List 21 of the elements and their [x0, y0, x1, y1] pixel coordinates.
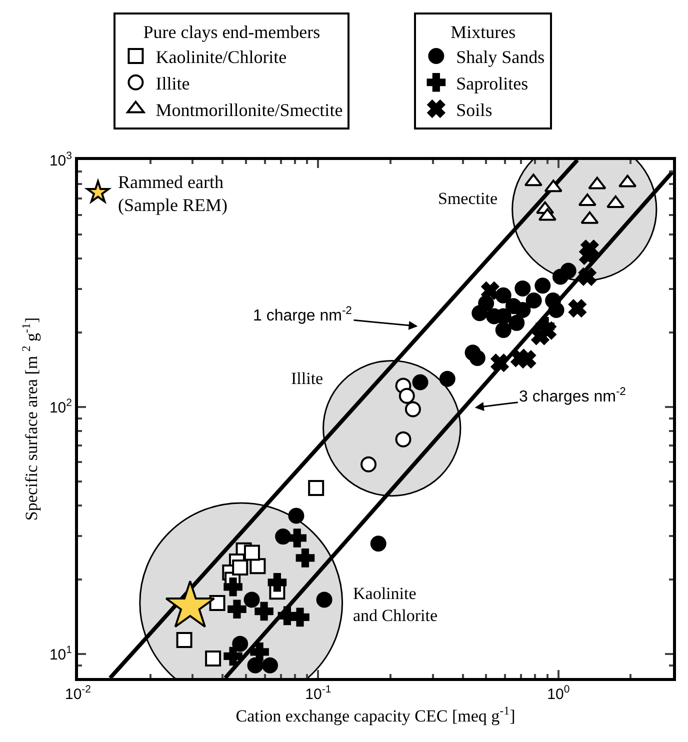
annotation: Illite [291, 369, 324, 388]
annotation: Kaolinite and Chlorite [353, 584, 438, 626]
text: Pure clays end-members [143, 22, 320, 42]
y-tick-label: 10$^{3}$ [49, 150, 72, 170]
legend-label: Kaolinite/Chlorite [156, 46, 287, 67]
legend-label: Rammed earth (Sample REM) [118, 172, 228, 216]
x-axis-title: Cation exchange capacity CEC [meq g$^{-1}$] [236, 703, 516, 726]
annotation: 1 charge nm$^{-2}$ [253, 305, 352, 325]
legend-label: Illite [156, 73, 190, 94]
text: Mixtures [450, 22, 516, 42]
annotation: Smectite [438, 189, 498, 208]
legend-label: Soils [456, 100, 492, 120]
legend-label: Montmorillonite/Smectite [156, 100, 343, 120]
legend-label: Shaly Sands [456, 46, 545, 67]
y-tick-label: 10$^{2}$ [49, 396, 72, 416]
annotation: 3 charges nm$^{-2}$ [519, 386, 626, 406]
y-tick-label: 10$^{1}$ [49, 644, 72, 664]
x-tick-label: 10$^{0}$ [547, 684, 570, 703]
x-tick-label: 10$^{-2}$ [64, 684, 92, 703]
legend-label: Saprolites [456, 73, 528, 94]
x-tick-label: 10$^{-1}$ [305, 684, 332, 703]
